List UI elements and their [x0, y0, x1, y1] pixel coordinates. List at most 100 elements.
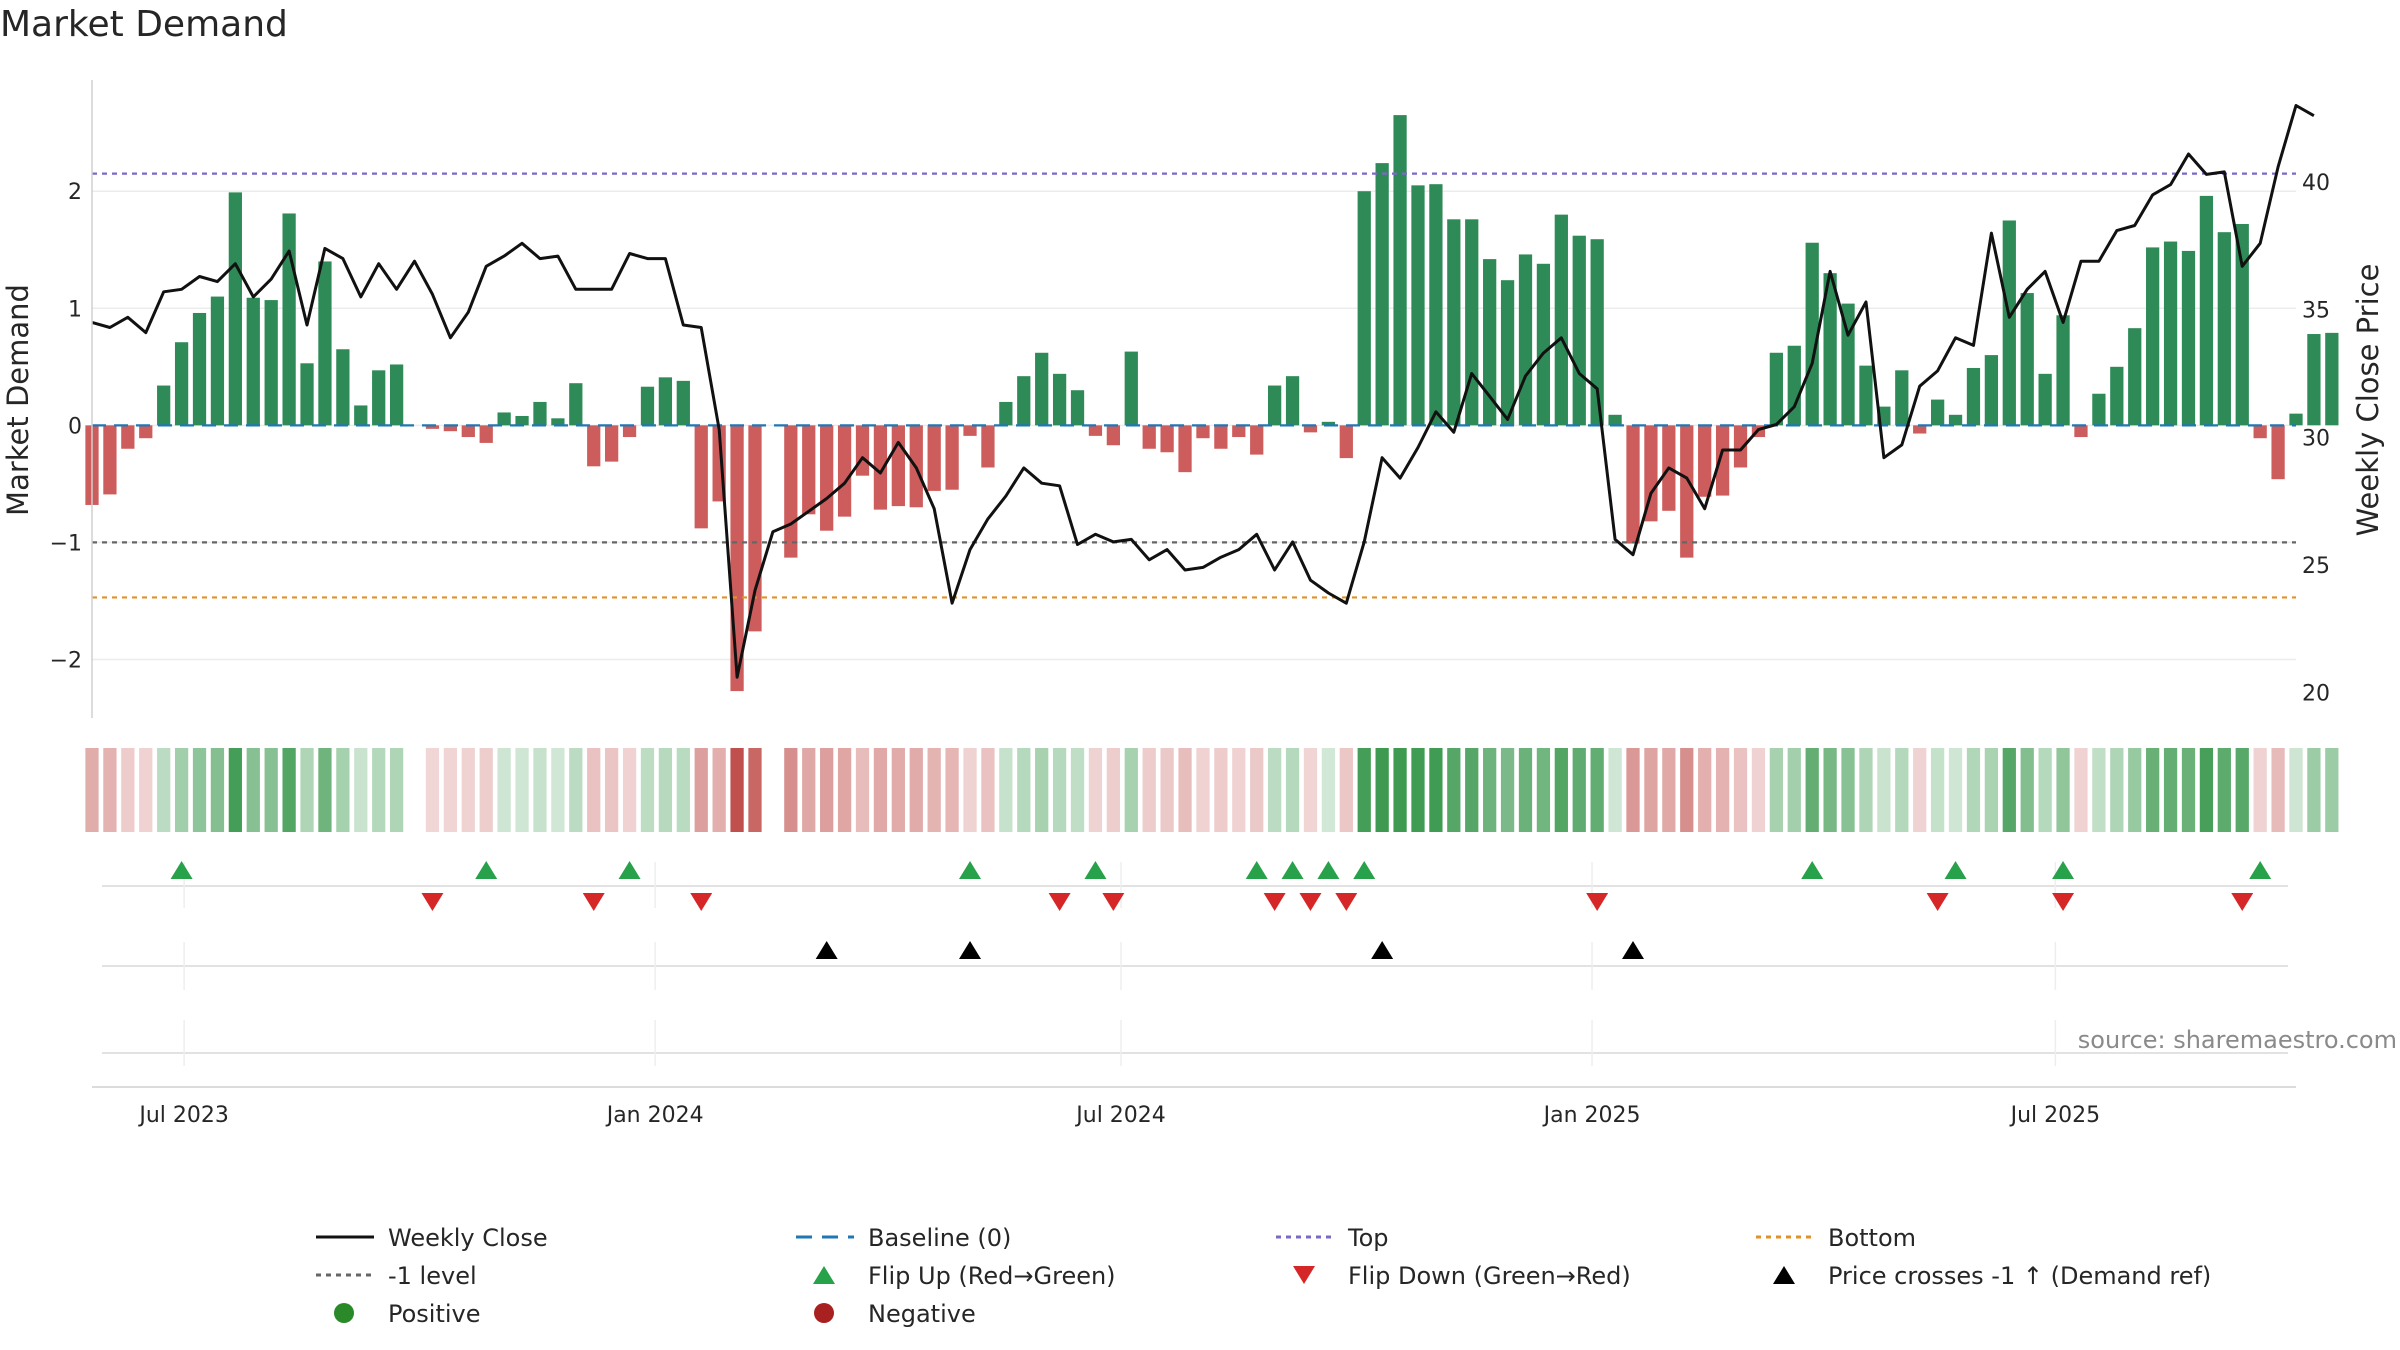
demand-bar	[2074, 425, 2088, 438]
strip-cell	[1966, 748, 1981, 832]
strip-cell	[1877, 748, 1891, 832]
strip-cell	[2092, 748, 2106, 832]
strip-cell	[748, 748, 762, 832]
strip-cell	[2217, 748, 2231, 832]
demand-bar	[1339, 425, 1353, 459]
strip-cell	[1787, 748, 1801, 832]
strip-cell	[1805, 748, 1819, 832]
demand-bar	[694, 425, 708, 529]
strip-cell	[103, 748, 117, 832]
demand-bar	[264, 300, 278, 426]
strip-cell	[1106, 748, 1120, 832]
strip-cell	[1500, 748, 1515, 832]
event-markers: Jul 2023 Jan 2024 Jul 2024 Jan 2025 Jul 2025	[92, 861, 2296, 1128]
strip-cell	[1769, 748, 1783, 832]
strip-cell	[443, 748, 458, 832]
demand-bar	[139, 425, 153, 439]
source-note: source: sharemaestro.com	[2078, 1026, 2397, 1054]
strip-cell	[1662, 748, 1676, 832]
demand-bar	[837, 425, 852, 517]
strip-cell	[1895, 748, 1909, 832]
strip-cell	[1733, 748, 1748, 832]
flip-up-marker	[2249, 861, 2272, 879]
y2-tick-label: 35	[2302, 299, 2330, 324]
demand-bar	[121, 425, 135, 449]
demand-bar	[2289, 413, 2303, 426]
strip-cell	[802, 748, 816, 832]
flip-up-marker	[1245, 861, 1268, 879]
demand-bar	[855, 425, 870, 476]
strip-cell	[228, 748, 242, 832]
demand-bar	[2110, 366, 2124, 426]
strip-cell	[1357, 748, 1371, 832]
strip-cell	[2253, 748, 2267, 832]
demand-bar	[479, 425, 493, 443]
strip-cell	[1554, 748, 1568, 832]
demand-bar	[497, 412, 511, 426]
flip-down-marker	[1102, 893, 1125, 911]
strip-cell	[2020, 748, 2034, 832]
strip-cell	[1178, 748, 1192, 832]
demand-bar	[2199, 195, 2214, 426]
strip-cell	[1088, 748, 1103, 832]
demand-bar	[300, 363, 314, 426]
strip-cell	[730, 748, 744, 832]
reference-lines	[92, 172, 2296, 599]
flip-up-marker	[1801, 861, 1824, 879]
demand-bar	[1088, 425, 1103, 436]
strip-cell	[121, 748, 135, 832]
legend-swatch	[813, 1266, 835, 1284]
strip-cell	[2002, 748, 2016, 832]
strip-cell	[2271, 748, 2285, 832]
price-cross-marker	[1622, 941, 1645, 959]
strip-cell	[1608, 748, 1622, 832]
demand-bar	[1070, 390, 1085, 426]
demand-bar	[1769, 352, 1783, 426]
close-price-line	[91, 104, 2315, 679]
demand-bar	[658, 377, 673, 426]
demand-bar	[927, 425, 941, 491]
demand-bar	[1518, 254, 1533, 426]
demand-bar	[1393, 115, 1407, 426]
strip-cell	[605, 748, 619, 832]
demand-bar	[246, 297, 260, 426]
flip-up-marker	[475, 861, 498, 879]
x-tick-label: Jul 2023	[137, 1103, 229, 1128]
demand-bar	[1160, 425, 1174, 453]
demand-bar	[1608, 414, 1622, 426]
demand-bar	[2217, 232, 2231, 426]
strip-cell	[2074, 748, 2088, 832]
price-cross-marker	[815, 941, 838, 959]
demand-bar	[981, 425, 995, 468]
strip-cell	[336, 748, 350, 832]
y-tick-label: 0	[68, 414, 82, 439]
x-tick-label: Jul 2024	[1074, 1103, 1166, 1128]
y2-tick-label: 30	[2302, 426, 2330, 451]
flip-up-marker	[959, 861, 982, 879]
strip-cell	[2163, 748, 2178, 832]
strip-cell	[1680, 748, 1694, 832]
strip-cell	[2110, 748, 2124, 832]
legend-swatch	[1773, 1266, 1795, 1284]
strip-cell	[157, 748, 171, 832]
demand-bar	[1106, 425, 1120, 446]
strip-cell	[372, 748, 386, 832]
flip-down-marker	[1586, 893, 1609, 911]
y-tick-label: 2	[68, 180, 82, 205]
y2-tick-label: 25	[2302, 554, 2330, 579]
demand-bar	[2038, 373, 2052, 426]
legend-label: Flip Down (Green→Red)	[1348, 1262, 1631, 1290]
legend-swatch	[334, 1303, 354, 1323]
strip-cell	[1930, 748, 1945, 832]
demand-bar	[1805, 242, 1819, 426]
strip-cell	[820, 748, 834, 832]
strip-cell	[1070, 748, 1085, 832]
strip-cell	[2128, 748, 2142, 832]
legend-label: -1 level	[388, 1262, 477, 1290]
demand-bar	[533, 401, 547, 426]
strip-cell	[1124, 748, 1138, 832]
demand-bar	[640, 386, 655, 426]
strip-cell	[927, 748, 941, 832]
